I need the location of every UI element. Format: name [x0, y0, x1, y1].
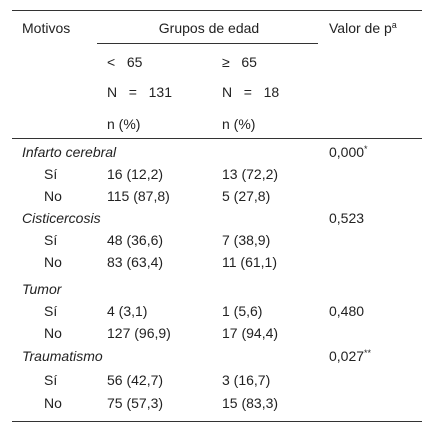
cell: 115 (87,8)	[107, 188, 170, 204]
cell: 13 (72,2)	[222, 166, 279, 182]
p-value: 0,523	[329, 210, 365, 226]
p-value: 0,000*	[329, 144, 368, 160]
cell: 1 (5,6)	[222, 303, 263, 319]
subheader: N = 18	[222, 84, 280, 100]
row-label: Sí	[44, 232, 58, 248]
subheader: ≥ 65	[222, 54, 257, 70]
cell: 17 (94,4)	[222, 325, 279, 341]
row-label: Sí	[44, 166, 58, 182]
section-label: Tumor	[22, 281, 62, 297]
row-label: No	[44, 188, 62, 204]
subheader: N = 131	[107, 84, 172, 100]
group-rule	[97, 43, 318, 44]
row-label: No	[44, 325, 62, 341]
cell: 48 (36,6)	[107, 232, 164, 248]
p-value: 0,027**	[329, 348, 372, 364]
cell: 83 (63,4)	[107, 254, 164, 270]
subheader: n (%)	[222, 116, 256, 132]
cell: 15 (83,3)	[222, 395, 279, 411]
section-label: Infarto cerebral	[22, 144, 117, 160]
superscript: **	[364, 348, 372, 358]
row-label: No	[44, 254, 62, 270]
section-label: Cisticercosis	[22, 210, 101, 226]
cell: 3 (16,7)	[222, 372, 271, 388]
cell: 5 (27,8)	[222, 188, 271, 204]
bottom-rule	[12, 421, 422, 422]
cell: 127 (96,9)	[107, 325, 171, 341]
row-label: No	[44, 395, 62, 411]
p-value: 0,480	[329, 303, 365, 319]
section-label: Traumatismo	[22, 348, 103, 364]
cell: 4 (3,1)	[107, 303, 148, 319]
cell: 7 (38,9)	[222, 232, 271, 248]
column-header: Valor de pa	[329, 20, 397, 36]
subheader: < 65	[107, 54, 143, 70]
superscript: a	[391, 20, 397, 30]
row-label: Sí	[44, 303, 58, 319]
subheader: n (%)	[107, 116, 141, 132]
column-header: Grupos de edad	[158, 20, 260, 36]
cell: 56 (42,7)	[107, 372, 164, 388]
top-rule	[12, 10, 422, 11]
cell: 75 (57,3)	[107, 395, 164, 411]
superscript: *	[364, 144, 368, 154]
cell: 16 (12,2)	[107, 166, 164, 182]
cell: 11 (61,1)	[222, 254, 277, 270]
header-rule	[12, 138, 422, 139]
row-label: Sí	[44, 372, 58, 388]
column-header: Motivos	[22, 20, 71, 36]
